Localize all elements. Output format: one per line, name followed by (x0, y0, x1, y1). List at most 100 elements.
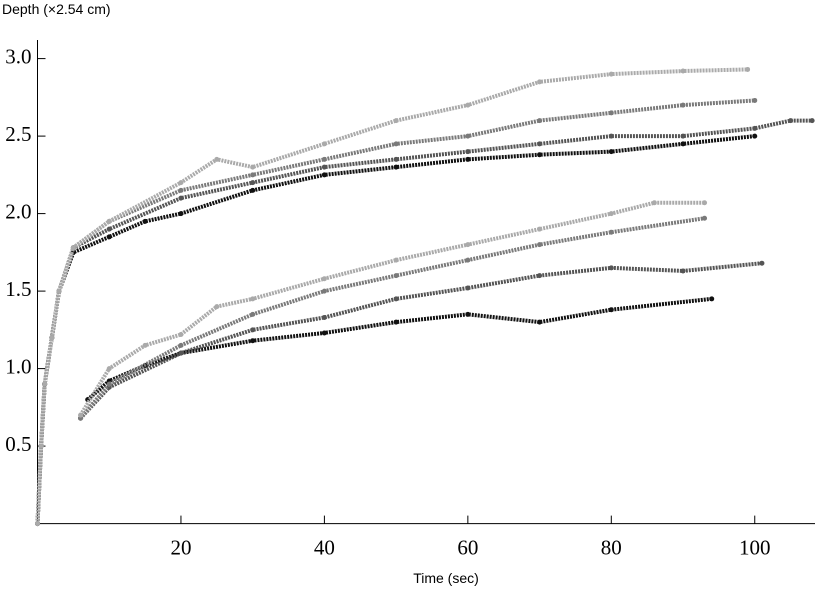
data-point (651, 200, 657, 206)
x-tick-label: 100 (739, 535, 771, 559)
x-tick-label: 80 (601, 535, 622, 559)
data-point (106, 366, 112, 372)
data-point (465, 149, 471, 155)
data-point (178, 211, 184, 217)
series-line (35, 118, 813, 524)
data-point (106, 226, 112, 232)
data-point (321, 314, 327, 320)
data-point (680, 133, 686, 139)
data-point (759, 260, 765, 266)
data-point (465, 257, 471, 263)
data-point (178, 180, 184, 186)
data-point (70, 245, 76, 251)
data-point (250, 338, 256, 344)
data-point (393, 296, 399, 302)
data-point (709, 296, 715, 302)
data-point (752, 97, 758, 103)
series-line (35, 67, 748, 524)
data-point (537, 319, 543, 325)
data-point (752, 133, 758, 139)
series-line (79, 261, 763, 420)
data-point (178, 195, 184, 201)
data-point (250, 296, 256, 302)
y-tick-label: 3.0 (5, 44, 31, 68)
data-point (250, 311, 256, 317)
x-tick-label: 40 (314, 535, 335, 559)
data-point (250, 172, 256, 178)
data-point (321, 164, 327, 170)
data-point (752, 125, 758, 131)
y-tick-label: 1.5 (5, 277, 31, 301)
series-line (35, 134, 755, 524)
data-point (106, 218, 112, 224)
data-point (42, 381, 48, 387)
data-point (608, 149, 614, 155)
data-point (537, 242, 543, 248)
data-point (106, 381, 112, 387)
data-point (608, 110, 614, 116)
data-point (608, 133, 614, 139)
data-point (393, 156, 399, 162)
data-point (809, 118, 815, 124)
data-point (56, 288, 62, 294)
data-point (49, 335, 55, 341)
data-point (214, 156, 220, 162)
data-point (680, 102, 686, 108)
data-point (608, 307, 614, 313)
data-point (321, 276, 327, 282)
data-point (393, 118, 399, 124)
data-point (702, 215, 708, 221)
data-point (393, 257, 399, 263)
data-point (321, 288, 327, 294)
data-point (702, 200, 708, 206)
data-point (680, 268, 686, 274)
y-tick-label: 2.0 (5, 199, 31, 223)
x-tick-label: 20 (170, 535, 191, 559)
y-tick-label: 2.5 (5, 122, 31, 146)
data-point (680, 68, 686, 74)
data-point (745, 66, 751, 72)
y-tick-label: 1.0 (5, 354, 31, 378)
data-point (537, 79, 543, 85)
data-point (178, 187, 184, 193)
data-point (465, 156, 471, 162)
series-line (79, 216, 705, 420)
data-point (78, 412, 84, 418)
x-axis-label: Time (sec) (413, 570, 479, 586)
data-point (465, 133, 471, 139)
data-point (178, 342, 184, 348)
data-point (214, 304, 220, 310)
data-point (608, 211, 614, 217)
data-point (537, 141, 543, 147)
data-point (393, 273, 399, 279)
data-point (608, 71, 614, 77)
data-point (321, 156, 327, 162)
data-point (465, 102, 471, 108)
data-point (788, 118, 794, 124)
data-point (393, 319, 399, 325)
data-point (250, 180, 256, 186)
data-point (106, 234, 112, 240)
data-point (608, 265, 614, 271)
series-line (86, 296, 712, 402)
data-point (608, 229, 614, 235)
data-point (178, 332, 184, 337)
data-point (465, 242, 471, 248)
data-point (465, 311, 471, 317)
data-point (142, 218, 148, 224)
data-point (537, 118, 543, 124)
chart-title: Depth (×2.54 cm) (2, 1, 111, 17)
x-tick-label: 60 (457, 535, 478, 559)
data-point (38, 443, 44, 449)
data-point (537, 226, 543, 232)
data-point (35, 521, 40, 527)
data-point (142, 342, 148, 348)
data-point (465, 285, 471, 291)
series-line (35, 98, 755, 524)
data-point (321, 141, 327, 147)
data-point (178, 350, 184, 356)
data-point (680, 141, 686, 147)
data-point (537, 273, 543, 279)
